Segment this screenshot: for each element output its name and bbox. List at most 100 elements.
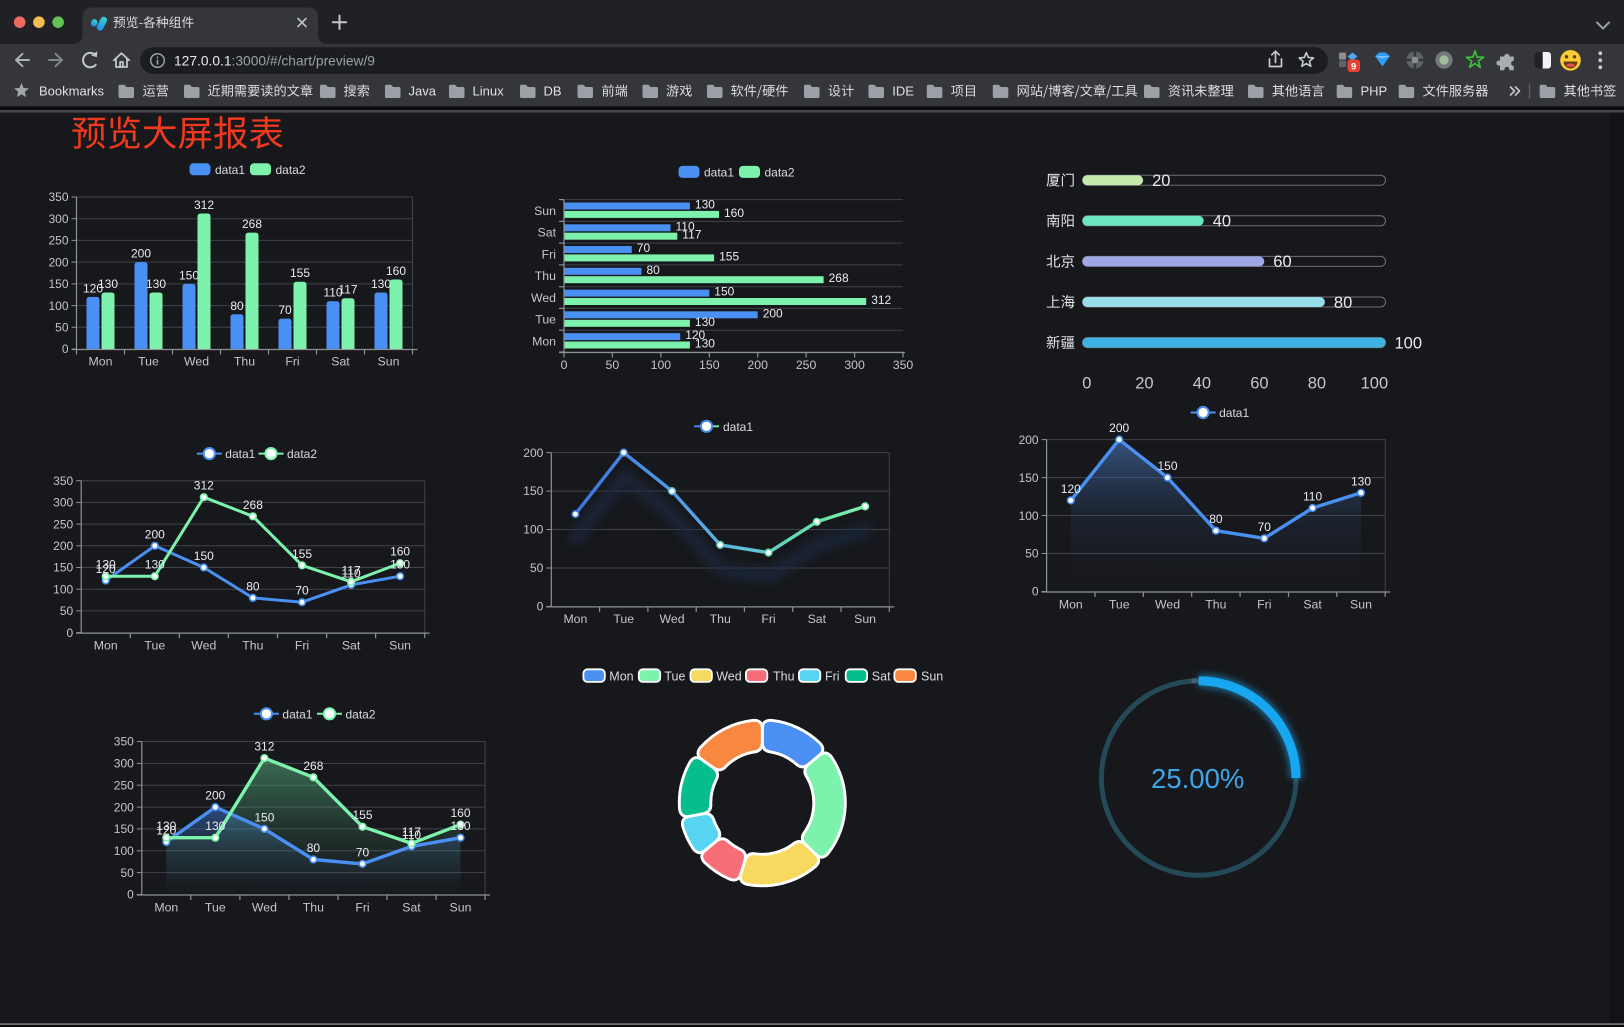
svg-text:70: 70: [356, 845, 370, 859]
svg-text:40: 40: [1193, 375, 1211, 393]
svg-text:312: 312: [254, 740, 274, 754]
svg-text:70: 70: [295, 584, 309, 598]
svg-text:250: 250: [114, 778, 134, 792]
svg-text:130: 130: [156, 819, 176, 833]
svg-text:Linux: Linux: [473, 84, 505, 99]
svg-text:100: 100: [114, 844, 134, 858]
svg-text:40: 40: [1213, 213, 1231, 231]
svg-text:200: 200: [145, 527, 165, 541]
svg-text:0: 0: [1032, 585, 1039, 599]
svg-text:127.0.0.1:3000/#/chart/preview: 127.0.0.1:3000/#/chart/preview/9: [174, 53, 375, 68]
svg-text:0: 0: [561, 358, 568, 372]
svg-text:Thu: Thu: [1205, 597, 1226, 611]
svg-text:Sat: Sat: [342, 638, 361, 652]
svg-text:300: 300: [48, 212, 68, 226]
svg-text:Bookmarks: Bookmarks: [39, 84, 105, 99]
svg-text:25.00%: 25.00%: [1151, 763, 1244, 794]
svg-text:data2: data2: [765, 166, 795, 180]
svg-text:Sat: Sat: [872, 669, 891, 683]
svg-text:Sat: Sat: [402, 900, 421, 914]
svg-text:200: 200: [747, 358, 768, 372]
svg-text:130: 130: [371, 277, 391, 291]
svg-text:data1: data1: [225, 447, 255, 461]
svg-text:Mon: Mon: [532, 335, 556, 349]
svg-text:350: 350: [893, 358, 914, 372]
svg-text:Sat: Sat: [1303, 597, 1322, 611]
svg-text:9: 9: [1351, 61, 1356, 72]
svg-text:20: 20: [1152, 172, 1170, 190]
svg-text:120: 120: [685, 328, 705, 342]
svg-text:130: 130: [96, 558, 116, 572]
svg-text:150: 150: [179, 268, 199, 282]
svg-text:0: 0: [67, 626, 74, 640]
svg-text:Tue: Tue: [144, 638, 165, 652]
svg-text:Mon: Mon: [1059, 597, 1083, 611]
svg-text:Sun: Sun: [450, 900, 472, 914]
svg-text:110: 110: [1303, 490, 1322, 504]
svg-text:268: 268: [829, 271, 849, 285]
svg-text:200: 200: [1109, 421, 1129, 435]
svg-text:110: 110: [676, 219, 695, 233]
svg-text:100: 100: [1019, 509, 1039, 523]
svg-text:Wed: Wed: [1155, 597, 1180, 611]
svg-text:Tue: Tue: [664, 669, 685, 683]
svg-text:Fri: Fri: [355, 900, 369, 914]
svg-text:130: 130: [146, 277, 166, 291]
svg-text:0: 0: [1082, 375, 1091, 393]
svg-text:268: 268: [243, 498, 263, 512]
svg-text:data1: data1: [282, 707, 312, 721]
svg-text:Thu: Thu: [303, 900, 324, 914]
svg-text:130: 130: [390, 558, 410, 572]
svg-text:Java: Java: [409, 84, 437, 99]
svg-text:312: 312: [871, 293, 891, 307]
svg-text:0: 0: [127, 888, 134, 902]
svg-text:Sat: Sat: [331, 355, 350, 369]
svg-text:data1: data1: [704, 166, 734, 180]
svg-text:130: 130: [145, 558, 165, 572]
svg-text:130: 130: [205, 819, 225, 833]
svg-text:117: 117: [402, 825, 421, 839]
svg-text:60: 60: [1273, 253, 1291, 271]
svg-text:Fri: Fri: [761, 612, 775, 626]
svg-text:250: 250: [53, 517, 73, 531]
svg-text:200: 200: [205, 789, 225, 803]
svg-text:data2: data2: [287, 447, 317, 461]
svg-text:200: 200: [53, 539, 73, 553]
svg-text:Tue: Tue: [205, 900, 226, 914]
svg-text:120: 120: [96, 562, 116, 576]
svg-text:160: 160: [724, 206, 744, 220]
svg-text:160: 160: [386, 264, 406, 278]
svg-text:Sun: Sun: [1350, 597, 1372, 611]
svg-text:250: 250: [48, 234, 68, 248]
svg-text:120: 120: [1061, 482, 1081, 496]
svg-text:250: 250: [796, 358, 817, 372]
svg-text:Mon: Mon: [154, 900, 178, 914]
svg-text:150: 150: [699, 358, 720, 372]
svg-text:DB: DB: [544, 84, 562, 99]
svg-text:70: 70: [1258, 520, 1272, 534]
svg-text:150: 150: [48, 277, 68, 291]
svg-text:data1: data1: [215, 163, 245, 177]
svg-text:Tue: Tue: [138, 355, 159, 369]
svg-text:312: 312: [194, 479, 214, 493]
svg-text:150: 150: [53, 561, 73, 575]
svg-text:80: 80: [246, 579, 260, 593]
svg-text:Wed: Wed: [531, 291, 556, 305]
svg-text:Sat: Sat: [808, 612, 827, 626]
svg-text:300: 300: [114, 757, 134, 771]
svg-text:Wed: Wed: [252, 900, 277, 914]
svg-text:50: 50: [606, 358, 620, 372]
svg-text:Mon: Mon: [89, 355, 113, 369]
svg-text:130: 130: [1351, 474, 1371, 488]
svg-text:Thu: Thu: [242, 638, 263, 652]
svg-text:155: 155: [292, 547, 312, 561]
svg-text:Sat: Sat: [538, 226, 557, 240]
svg-text:Thu: Thu: [773, 669, 795, 683]
svg-text:120: 120: [156, 824, 176, 838]
svg-text:110: 110: [402, 828, 421, 842]
svg-text:100: 100: [48, 299, 68, 313]
svg-text:100: 100: [1361, 375, 1389, 393]
svg-text:Fri: Fri: [285, 355, 299, 369]
svg-text:150: 150: [114, 822, 134, 836]
svg-text:312: 312: [194, 198, 214, 212]
